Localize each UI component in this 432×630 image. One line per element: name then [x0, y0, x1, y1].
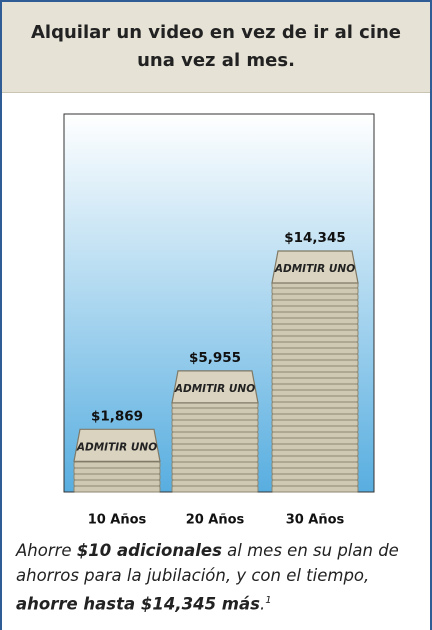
footer-text: Ahorre	[16, 541, 77, 560]
ticket-face	[171, 370, 259, 404]
ticket-edge	[271, 473, 359, 481]
ticket-edge	[271, 485, 359, 493]
footnote-mark: 1	[265, 595, 272, 606]
ticket-edge	[171, 461, 259, 469]
ticket-edge	[271, 467, 359, 475]
ticket-edge	[271, 353, 359, 361]
ticket-edge	[271, 305, 359, 313]
x-tick-label: 20 Años	[186, 513, 245, 528]
ticket-edge	[271, 431, 359, 439]
ticket-edge	[271, 365, 359, 373]
ticket-edge	[271, 425, 359, 433]
ticket-label: ADMITIR UNO	[76, 441, 157, 453]
ticket-edge	[73, 461, 161, 469]
value-label: $14,345	[284, 230, 346, 246]
ticket-edge	[271, 455, 359, 463]
ticket-edge	[73, 473, 161, 481]
chart: 10 Años ADMITIR UNO $1,869 20 Años ADMITIR U…	[63, 113, 375, 528]
ticket-edge	[271, 293, 359, 301]
ticket-edge	[171, 473, 259, 481]
ticket-edge	[271, 335, 359, 343]
value-label: $5,955	[189, 350, 241, 366]
ticket-face	[73, 428, 161, 462]
footer-bold: $10 adicionales	[76, 541, 222, 560]
footer: Ahorre $10 adicionales al mes en su plan…	[16, 538, 420, 617]
ticket-label: ADMITIR UNO	[174, 383, 255, 395]
ticket-edge	[171, 407, 259, 415]
footer-text: al mes en su plan de ahorros para la jub…	[16, 541, 399, 585]
ticket-edge	[171, 449, 259, 457]
ticket-edge	[271, 287, 359, 295]
ticket-edge	[271, 389, 359, 397]
ticket-edge	[271, 347, 359, 355]
ticket-edge	[171, 425, 259, 433]
value-label: $1,869	[91, 408, 143, 424]
ticket-edge	[73, 479, 161, 487]
ticket-edge	[271, 413, 359, 421]
ticket-edge	[271, 311, 359, 319]
ticket-stack: ADMITIR UNO	[271, 250, 359, 493]
ticket-edge	[171, 413, 259, 421]
footer-text: .	[259, 594, 266, 614]
ticket-edge	[271, 377, 359, 385]
ticket-edge	[171, 431, 259, 439]
ticket-edge	[271, 401, 359, 409]
ticket-edge	[271, 443, 359, 451]
x-tick-label: 10 Años	[88, 513, 147, 528]
ticket-label: ADMITIR UNO	[274, 263, 355, 275]
ticket-edge	[271, 383, 359, 391]
ticket-edge	[171, 419, 259, 427]
footer-bold: ahorre hasta $14,345 más	[16, 594, 260, 614]
ticket-edge	[271, 407, 359, 415]
ticket-edge	[271, 371, 359, 379]
ticket-edge	[271, 317, 359, 325]
ticket-stack: ADMITIR UNO	[171, 370, 259, 493]
ticket-edge	[271, 299, 359, 307]
ticket-edge	[171, 443, 259, 451]
ticket-edge	[73, 467, 161, 475]
ticket-edge	[73, 485, 161, 493]
ticket-edge	[271, 359, 359, 367]
chart-title: Alquilar un video en vez de ir al cine u…	[30, 22, 402, 71]
ticket-edge	[171, 455, 259, 463]
ticket-edge	[271, 323, 359, 331]
ticket-edge	[171, 467, 259, 475]
ticket-edge	[171, 437, 259, 445]
ticket-edge	[271, 419, 359, 427]
ticket-edge	[271, 461, 359, 469]
ticket-edge	[271, 329, 359, 337]
ticket-edge	[271, 449, 359, 457]
ticket-edge	[271, 437, 359, 445]
ticket-edge	[271, 479, 359, 487]
header: Alquilar un video en vez de ir al cine u…	[2, 2, 430, 93]
ticket-edge	[171, 479, 259, 487]
x-tick-label: 30 Años	[286, 513, 345, 528]
ticket-stack: ADMITIR UNO	[73, 428, 161, 493]
ticket-edge	[271, 341, 359, 349]
ticket-edge	[171, 485, 259, 493]
ticket-face	[271, 250, 359, 284]
ticket-edge	[271, 395, 359, 403]
